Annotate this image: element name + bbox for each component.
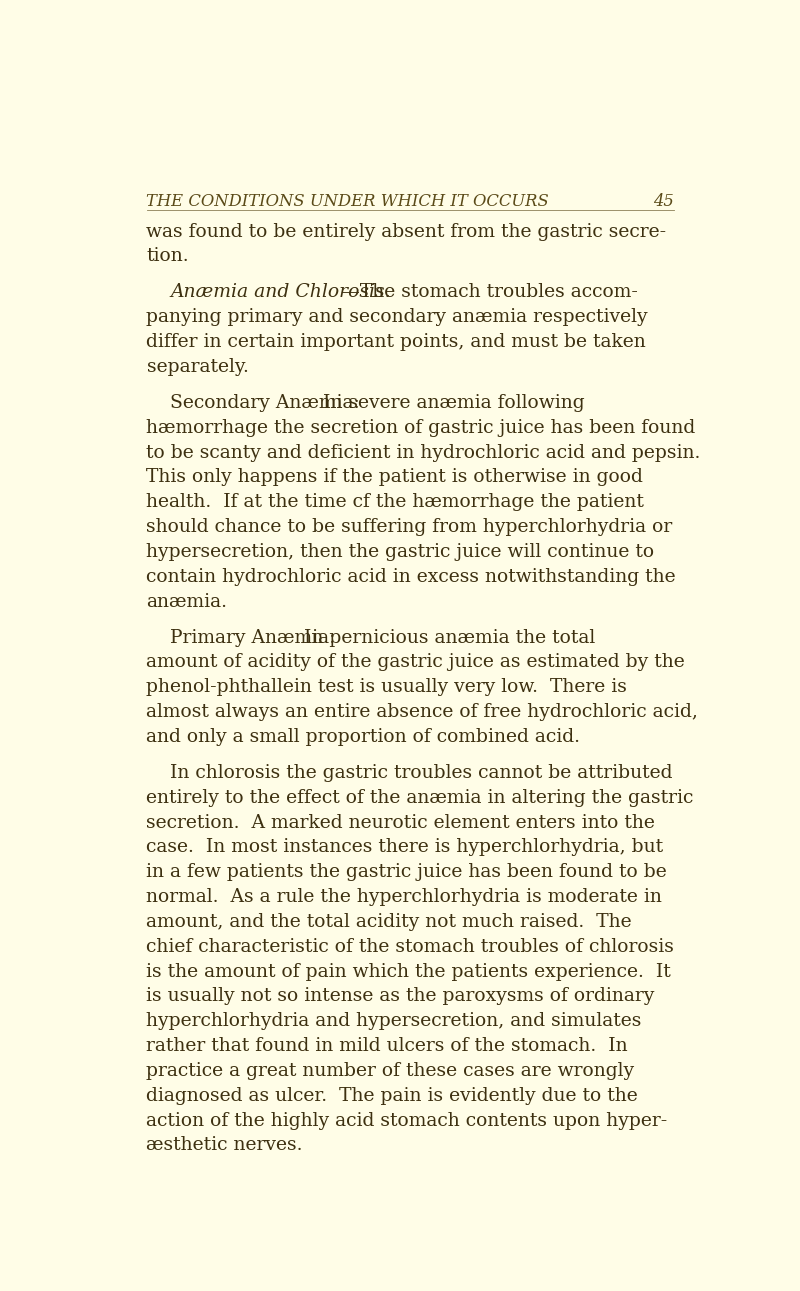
Text: Secondary Anæmia:: Secondary Anæmia: xyxy=(170,394,360,412)
Text: amount, and the total acidity not much raised.  The: amount, and the total acidity not much r… xyxy=(146,913,632,931)
Text: Anæmia and Chlorosis.: Anæmia and Chlorosis. xyxy=(170,283,390,301)
Text: 45: 45 xyxy=(653,192,674,209)
Text: diagnosed as ulcer.  The pain is evidently due to the: diagnosed as ulcer. The pain is evidentl… xyxy=(146,1087,638,1105)
Text: is usually not so intense as the paroxysms of ordinary: is usually not so intense as the paroxys… xyxy=(146,988,655,1006)
Text: should chance to be suffering from hyperchlorhydria or: should chance to be suffering from hyper… xyxy=(146,518,673,536)
Text: differ in certain important points, and must be taken: differ in certain important points, and … xyxy=(146,333,646,351)
Text: almost always an entire absence of free hydrochloric acid,: almost always an entire absence of free … xyxy=(146,704,698,722)
Text: hyperchlorhydria and hypersecretion, and simulates: hyperchlorhydria and hypersecretion, and… xyxy=(146,1012,642,1030)
Text: THE CONDITIONS UNDER WHICH IT OCCURS: THE CONDITIONS UNDER WHICH IT OCCURS xyxy=(146,192,550,209)
Text: contain hydrochloric acid in excess notwithstanding the: contain hydrochloric acid in excess notw… xyxy=(146,568,676,586)
Text: action of the highly acid stomach contents upon hyper-: action of the highly acid stomach conten… xyxy=(146,1112,668,1130)
Text: is the amount of pain which the patients experience.  It: is the amount of pain which the patients… xyxy=(146,963,671,981)
Text: This only happens if the patient is otherwise in good: This only happens if the patient is othe… xyxy=(146,469,643,487)
Text: to be scanty and deficient in hydrochloric acid and pepsin.: to be scanty and deficient in hydrochlor… xyxy=(146,444,701,461)
Text: phenol-phthallein test is usually very low.  There is: phenol-phthallein test is usually very l… xyxy=(146,678,627,696)
Text: tion.: tion. xyxy=(146,248,189,266)
Text: chief characteristic of the stomach troubles of chlorosis: chief characteristic of the stomach trou… xyxy=(146,937,674,955)
Text: case.  In most instances there is hyperchlorhydria, but: case. In most instances there is hyperch… xyxy=(146,838,664,856)
Text: hæmorrhage the secretion of gastric juice has been found: hæmorrhage the secretion of gastric juic… xyxy=(146,418,696,436)
Text: rather that found in mild ulcers of the stomach.  In: rather that found in mild ulcers of the … xyxy=(146,1037,628,1055)
Text: practice a great number of these cases are wrongly: practice a great number of these cases a… xyxy=(146,1062,634,1079)
Text: In chlorosis the gastric troubles cannot be attributed: In chlorosis the gastric troubles cannot… xyxy=(170,764,673,782)
Text: health.  If at the time cf the hæmorrhage the patient: health. If at the time cf the hæmorrhage… xyxy=(146,493,644,511)
Text: In pernicious anæmia the total: In pernicious anæmia the total xyxy=(298,629,595,647)
Text: was found to be entirely absent from the gastric secre-: was found to be entirely absent from the… xyxy=(146,222,666,240)
Text: hypersecretion, then the gastric juice will continue to: hypersecretion, then the gastric juice w… xyxy=(146,542,654,560)
Text: —The stomach troubles accom-: —The stomach troubles accom- xyxy=(341,283,638,301)
Text: amount of acidity of the gastric juice as estimated by the: amount of acidity of the gastric juice a… xyxy=(146,653,686,671)
Text: panying primary and secondary anæmia respectively: panying primary and secondary anæmia res… xyxy=(146,309,648,327)
Text: Primary Anæmia:: Primary Anæmia: xyxy=(170,629,335,647)
Text: in a few patients the gastric juice has been found to be: in a few patients the gastric juice has … xyxy=(146,864,667,882)
Text: In severe anæmia following: In severe anæmia following xyxy=(317,394,585,412)
Text: secretion.  A marked neurotic element enters into the: secretion. A marked neurotic element ent… xyxy=(146,813,655,831)
Text: anæmia.: anæmia. xyxy=(146,593,227,611)
Text: separately.: separately. xyxy=(146,358,248,376)
Text: normal.  As a rule the hyperchlorhydria is moderate in: normal. As a rule the hyperchlorhydria i… xyxy=(146,888,662,906)
Text: and only a small proportion of combined acid.: and only a small proportion of combined … xyxy=(146,728,581,746)
Text: entirely to the effect of the anæmia in altering the gastric: entirely to the effect of the anæmia in … xyxy=(146,789,694,807)
Text: æsthetic nerves.: æsthetic nerves. xyxy=(146,1136,303,1154)
